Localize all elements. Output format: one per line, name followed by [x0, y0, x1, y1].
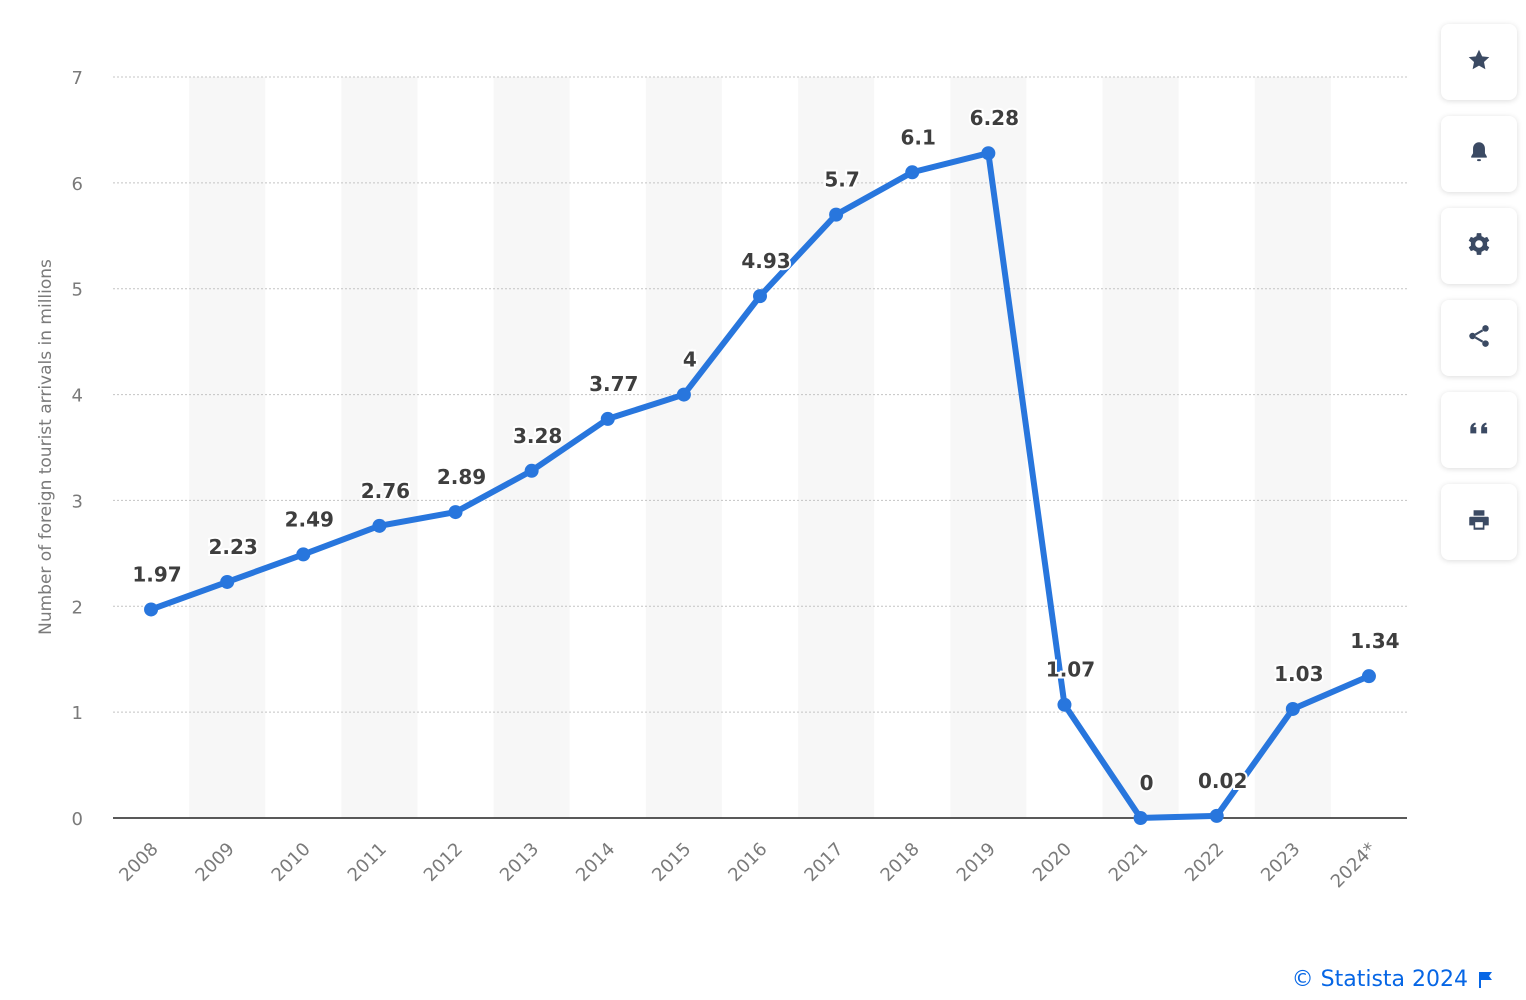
data-point[interactable]: [1285, 701, 1300, 716]
x-tick-label: 2020: [1029, 839, 1076, 886]
x-tick-label: 2011: [344, 839, 391, 886]
x-tick-label: 2015: [648, 839, 695, 886]
data-point[interactable]: [676, 387, 691, 402]
data-point[interactable]: [524, 463, 539, 478]
data-label: 2.49: [285, 507, 334, 531]
x-tick-label: 2008: [115, 839, 162, 886]
y-axis-ticks: 0 1 2 3 4 5 6 7: [72, 68, 83, 830]
data-point[interactable]: [372, 518, 387, 533]
data-label: 1.97: [132, 562, 181, 586]
x-tick-label: 2014: [572, 839, 619, 886]
data-points: [144, 146, 1376, 825]
data-point[interactable]: [1057, 697, 1072, 712]
data-label: 3.28: [513, 424, 562, 448]
star-icon: [1466, 47, 1492, 77]
x-tick-label: 2018: [877, 839, 924, 886]
data-point[interactable]: [905, 165, 920, 180]
y-tick-label: 3: [72, 491, 83, 512]
y-tick-label: 4: [72, 386, 83, 407]
x-tick-label: 2010: [268, 839, 315, 886]
data-label: 4.93: [741, 249, 790, 273]
data-label: 2.89: [437, 465, 486, 489]
data-labels: 1.97 2.23 2.49 2.76 2.89 3.28 3.77 4 4.93 5.7 6.1 6…: [130, 104, 1401, 797]
data-label: 2.76: [361, 479, 410, 503]
flag-icon[interactable]: [1478, 971, 1494, 989]
x-tick-label: 2021: [1105, 839, 1152, 886]
data-label: 0.02: [1198, 769, 1247, 793]
line-chart: 0 1 2 3 4 5 6 7 2008 2009 2010 2011 2012 2013 2014 201…: [36, 68, 1407, 893]
x-tick-label: 2023: [1257, 839, 1304, 886]
y-gridlines: [113, 76, 1407, 819]
x-tick-label: 2022: [1181, 839, 1228, 886]
credit-text[interactable]: © Statista 2024: [1291, 967, 1468, 992]
y-axis-title: Number of foreign tourist arrivals in mi…: [36, 259, 56, 635]
notification-button[interactable]: [1441, 116, 1517, 192]
data-label: 1.07: [1046, 658, 1095, 682]
data-label: 1.34: [1350, 629, 1399, 653]
y-tick-label: 0: [72, 809, 83, 830]
gear-icon: [1466, 231, 1492, 261]
x-axis-ticks: 2008 2009 2010 2011 2012 2013 2014 2015 2016 2017…: [115, 839, 1380, 893]
y-tick-label: 2: [72, 597, 83, 618]
data-label: 2.23: [208, 535, 257, 559]
data-point[interactable]: [1133, 811, 1148, 825]
data-label: 1.03: [1274, 662, 1323, 686]
print-button[interactable]: [1441, 484, 1517, 560]
cite-button[interactable]: [1441, 392, 1517, 468]
y-tick-label: 6: [72, 174, 83, 195]
data-label: 6.1: [901, 125, 936, 149]
quote-icon: [1466, 415, 1492, 445]
x-tick-label: 2019: [953, 839, 1000, 886]
column-band: [341, 77, 418, 818]
data-point[interactable]: [829, 207, 844, 222]
statista-credit[interactable]: © Statista 2024: [1292, 967, 1494, 992]
data-point[interactable]: [448, 505, 463, 520]
x-tick-label: 2016: [724, 839, 771, 886]
data-point[interactable]: [296, 547, 311, 562]
x-tick-label: 2012: [420, 839, 467, 886]
column-band: [950, 77, 1027, 818]
data-point[interactable]: [144, 602, 159, 617]
x-tick-label: 2013: [496, 839, 543, 886]
bell-icon: [1466, 139, 1492, 169]
column-band: [1102, 77, 1179, 818]
y-tick-label: 5: [72, 280, 83, 301]
data-label: 6.28: [970, 106, 1019, 130]
column-band: [1254, 77, 1331, 818]
data-label: 5.7: [824, 168, 859, 192]
data-label: 0: [1140, 771, 1154, 795]
printer-icon: [1466, 507, 1492, 537]
share-icon: [1466, 323, 1492, 353]
x-tick-label: 2009: [191, 839, 238, 886]
x-tick-label: 2024*: [1327, 839, 1381, 893]
data-label: 3.77: [589, 372, 638, 396]
alternating-column-bands: [189, 77, 1331, 818]
settings-button[interactable]: [1441, 208, 1517, 284]
x-tick-label: 2017: [800, 839, 847, 886]
column-band: [189, 77, 266, 818]
column-band: [493, 77, 570, 818]
share-button[interactable]: [1441, 300, 1517, 376]
data-label: 4: [683, 348, 697, 372]
y-tick-label: 7: [72, 68, 83, 89]
data-point[interactable]: [981, 146, 996, 161]
data-point[interactable]: [1209, 808, 1224, 823]
data-point[interactable]: [1361, 669, 1376, 684]
favorite-button[interactable]: [1441, 24, 1517, 100]
column-band: [645, 77, 722, 818]
data-point[interactable]: [220, 574, 235, 589]
data-point[interactable]: [600, 411, 615, 426]
data-point[interactable]: [753, 289, 767, 304]
y-tick-label: 1: [72, 703, 83, 724]
